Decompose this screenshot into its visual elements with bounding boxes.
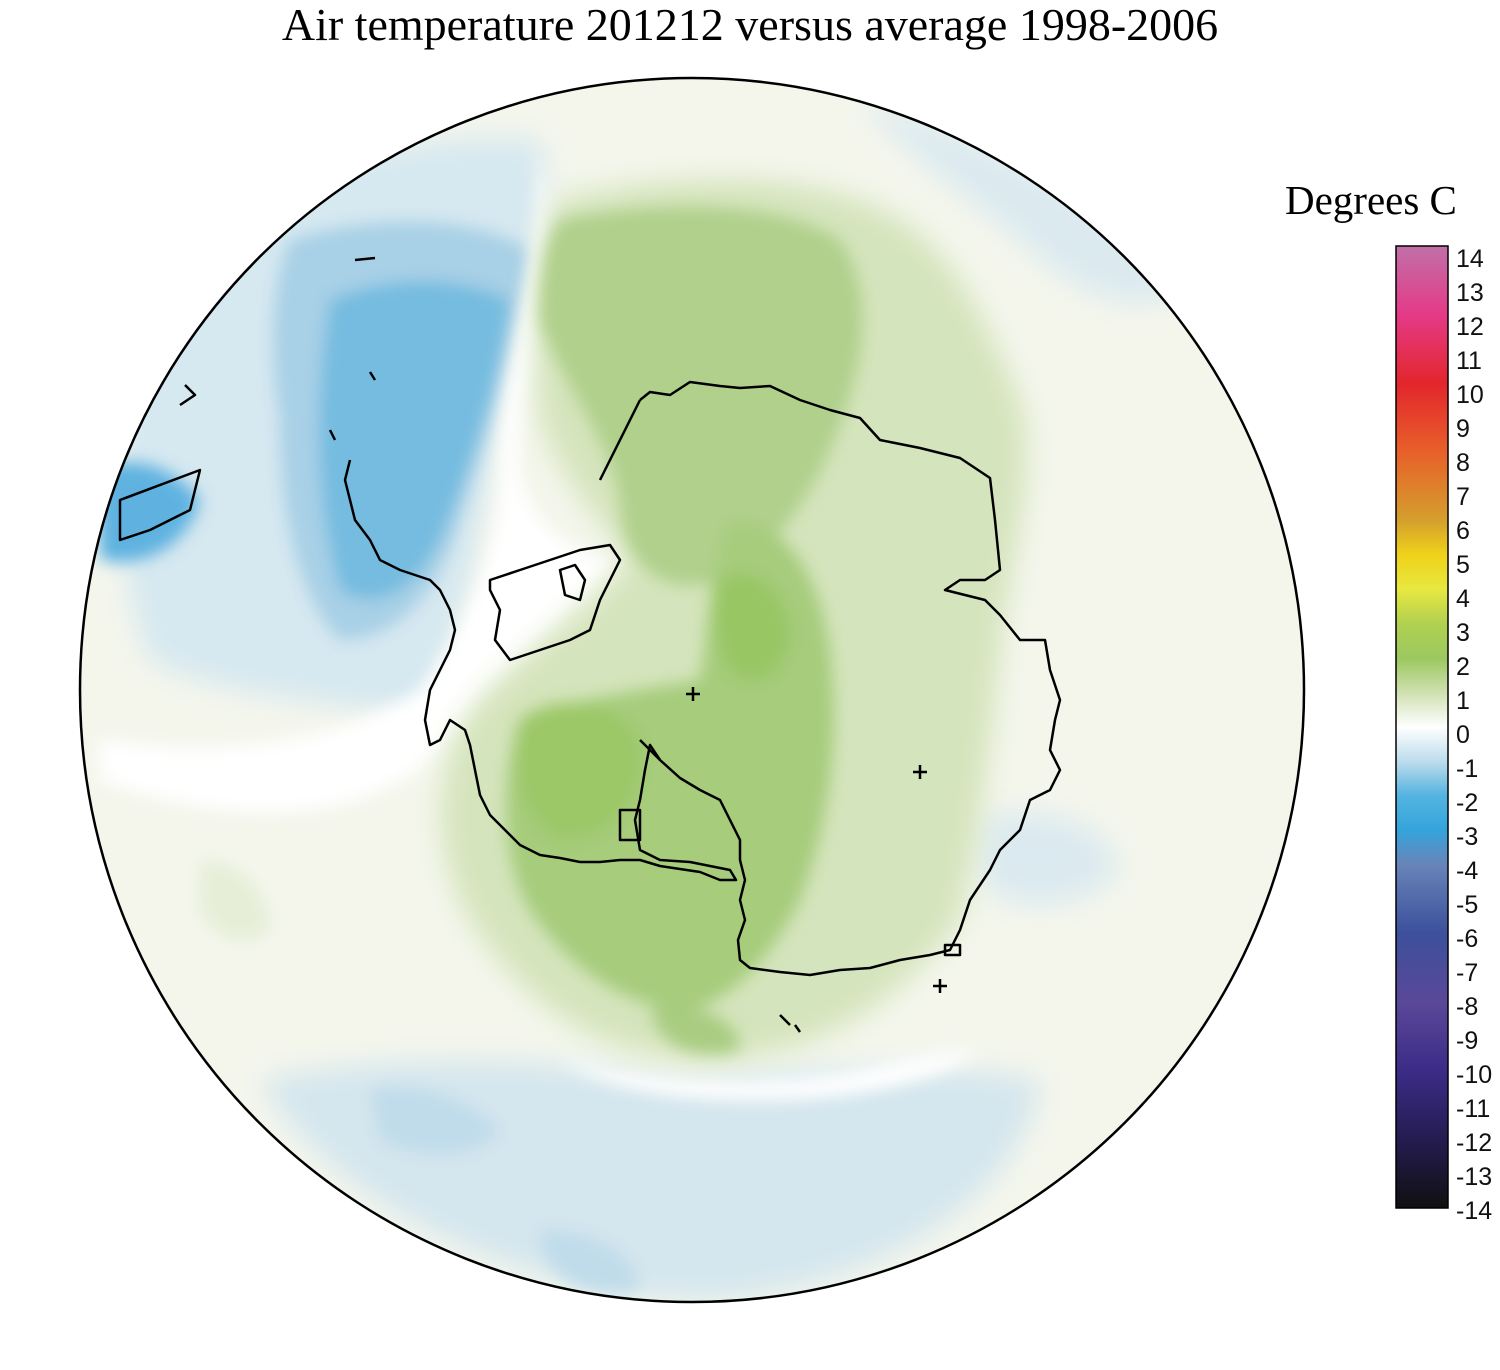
- legend-tick-label: -4: [1456, 857, 1478, 885]
- anomaly-field: [80, 78, 1304, 1302]
- legend-tick-label: -3: [1456, 823, 1478, 851]
- site-markers: [686, 687, 947, 993]
- legend-tick-label: 8: [1456, 449, 1470, 477]
- legend-tick-label: 0: [1456, 721, 1470, 749]
- map-title: Air temperature 201212 versus average 19…: [281, 0, 1219, 50]
- legend-tick-label: 2: [1456, 653, 1470, 681]
- legend-tick-label: -8: [1456, 993, 1478, 1021]
- antarctica-coastline: [118, 256, 1062, 1033]
- legend-tick-label: -14: [1456, 1197, 1492, 1225]
- legend-tick-label: -12: [1456, 1129, 1492, 1157]
- legend-tick-label: 12: [1456, 313, 1484, 341]
- legend-tick-labels: 14131211109876543210-1-2-3-4-5-6-7-8-9-1…: [1456, 245, 1492, 1225]
- legend-tick-label: 6: [1456, 517, 1470, 545]
- legend-tick-label: -5: [1456, 891, 1478, 919]
- legend-tick-label: 5: [1456, 551, 1470, 579]
- legend-tick-label: 1: [1456, 687, 1470, 715]
- marker-station: [933, 979, 947, 993]
- cold-anomaly-core: [95, 221, 640, 1293]
- color-legend: 14131211109876543210-1-2-3-4-5-6-7-8-9-1…: [1395, 245, 1492, 1225]
- legend-tick-label: 10: [1456, 381, 1484, 409]
- marker-station: [913, 765, 927, 779]
- neutral-band: [100, 160, 980, 1100]
- legend-tick-label: 14: [1456, 245, 1484, 273]
- legend-bar: [1395, 245, 1449, 1209]
- legend-tick-label: 11: [1456, 347, 1482, 375]
- legend-tick-label: 9: [1456, 415, 1470, 443]
- legend-tick-label: -7: [1456, 959, 1478, 987]
- legend-tick-label: -13: [1456, 1163, 1492, 1191]
- legend-tick-label: -1: [1456, 755, 1478, 783]
- legend-tick-label: -10: [1456, 1061, 1492, 1089]
- legend-tick-label: -6: [1456, 925, 1478, 953]
- marker-south-pole: [686, 687, 700, 701]
- legend-tick-label: -2: [1456, 789, 1478, 817]
- legend-tick-label: -9: [1456, 1027, 1478, 1055]
- legend-title: Degrees C: [1285, 177, 1457, 223]
- legend-tick-label: 13: [1456, 279, 1484, 307]
- globe-border: [78, 76, 1306, 1304]
- legend-tick-label: -11: [1456, 1095, 1490, 1123]
- legend-tick-label: 4: [1456, 585, 1470, 613]
- legend-tick-label: 7: [1456, 483, 1470, 511]
- legend-tick-label: 3: [1456, 619, 1470, 647]
- warm-anomaly-core: [200, 206, 863, 1054]
